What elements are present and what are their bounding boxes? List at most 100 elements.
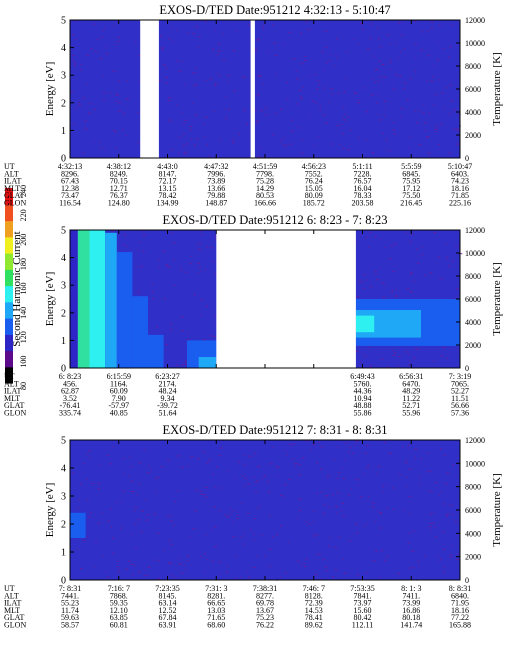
- noise-pixel: [445, 257, 449, 259]
- noise-pixel: [82, 540, 86, 541]
- panel-2: EXOS-D/TED Date:951212 6: 8:23 - 7: 8:23…: [4, 213, 503, 418]
- noise-pixel: [284, 572, 287, 574]
- noise-pixel: [388, 452, 391, 454]
- noise-pixel: [440, 123, 443, 124]
- noise-pixel: [335, 505, 338, 507]
- noise-pixel: [253, 476, 255, 478]
- noise-pixel: [173, 524, 175, 526]
- y2-tick-label: 8000: [465, 62, 481, 71]
- annotation-cell: 203.58: [352, 199, 374, 208]
- emission-band: [70, 230, 78, 368]
- noise-pixel: [365, 140, 367, 142]
- noise-pixel: [337, 447, 339, 449]
- colorbar-cell: [5, 204, 13, 222]
- noise-pixel: [383, 76, 385, 78]
- noise-pixel: [442, 47, 445, 49]
- annotation-cell: 78.42: [159, 191, 177, 200]
- noise-pixel: [198, 242, 202, 244]
- noise-pixel: [175, 576, 177, 578]
- noise-pixel: [383, 114, 386, 116]
- noise-pixel: [458, 468, 461, 469]
- noise-pixel: [71, 472, 74, 474]
- noise-pixel: [236, 518, 239, 519]
- annotation-row-label: ALT: [4, 379, 19, 388]
- noise-pixel: [313, 145, 316, 146]
- noise-pixel: [130, 491, 134, 493]
- noise-pixel: [161, 48, 164, 50]
- y2-tick-label: 12000: [465, 16, 485, 25]
- noise-pixel: [256, 39, 259, 41]
- data-gap: [140, 20, 159, 158]
- noise-pixel: [117, 21, 119, 23]
- noise-pixel: [324, 495, 328, 497]
- annotation-row-label: GLAT: [4, 401, 25, 410]
- noise-pixel: [89, 457, 91, 458]
- noise-pixel: [368, 496, 370, 498]
- annotation-cell: -39.72: [157, 401, 178, 410]
- noise-pixel: [324, 566, 328, 568]
- noise-pixel: [145, 498, 147, 500]
- colorbar-tick-label: 120: [19, 331, 28, 343]
- noise-pixel: [305, 21, 308, 23]
- noise-pixel: [451, 545, 453, 547]
- noise-pixel: [214, 235, 218, 237]
- noise-pixel: [338, 536, 340, 538]
- noise-pixel: [448, 113, 451, 115]
- noise-pixel: [459, 253, 463, 255]
- noise-pixel: [286, 454, 288, 456]
- noise-pixel: [206, 143, 208, 145]
- annotation-cell: 16.86: [402, 606, 420, 615]
- panel-title: EXOS-D/TED Date:951212 6: 8:23 - 7: 8:23: [163, 213, 388, 227]
- noise-pixel: [314, 74, 317, 76]
- noise-pixel: [213, 111, 215, 113]
- annotation-row-label: GLAT: [4, 191, 25, 200]
- noise-pixel: [395, 295, 398, 297]
- noise-pixel: [268, 51, 270, 53]
- y2-tick-label: 6000: [465, 295, 481, 304]
- annotation-cell: 8281.: [207, 591, 225, 600]
- noise-pixel: [347, 149, 350, 151]
- annotation-cell: 56.66: [451, 401, 469, 410]
- annotation-cell: 66.65: [207, 599, 225, 608]
- colorbar-cell: [5, 236, 13, 254]
- noise-pixel: [138, 462, 142, 464]
- y2-axis-label: Temperature [K]: [491, 262, 503, 335]
- annotation-cell: 7996.: [207, 169, 225, 178]
- noise-pixel: [246, 477, 247, 479]
- noise-pixel: [181, 112, 183, 114]
- annotation-cell: 11.22: [402, 394, 420, 403]
- noise-pixel: [442, 549, 446, 550]
- noise-pixel: [379, 267, 381, 269]
- y-tick-label: 3: [61, 281, 66, 292]
- noise-pixel: [254, 49, 257, 50]
- noise-pixel: [234, 476, 236, 478]
- annotation-cell: 73.89: [207, 177, 225, 186]
- noise-pixel: [365, 111, 369, 113]
- noise-pixel: [204, 21, 207, 23]
- noise-pixel: [204, 116, 208, 118]
- noise-pixel: [197, 248, 199, 250]
- annotation-cell: 44.36: [354, 387, 372, 396]
- annotation-cell: 7:38:31: [253, 584, 277, 593]
- noise-pixel: [365, 237, 368, 239]
- noise-pixel: [343, 572, 347, 574]
- y2-tick-label: 12000: [465, 226, 485, 235]
- noise-pixel: [214, 314, 216, 316]
- noise-pixel: [448, 56, 451, 58]
- noise-pixel: [426, 136, 429, 138]
- annotation-cell: 12.71: [110, 184, 128, 193]
- noise-pixel: [303, 55, 306, 57]
- noise-pixel: [316, 492, 319, 494]
- y-tick-label: 5: [61, 16, 66, 27]
- noise-pixel: [409, 77, 412, 79]
- noise-pixel: [163, 64, 167, 66]
- noise-pixel: [122, 472, 124, 474]
- noise-pixel: [428, 112, 431, 114]
- noise-pixel: [181, 61, 183, 63]
- noise-pixel: [197, 263, 201, 264]
- noise-pixel: [285, 450, 287, 452]
- noise-pixel: [190, 138, 193, 140]
- noise-pixel: [341, 502, 345, 504]
- noise-pixel: [240, 537, 243, 538]
- noise-pixel: [402, 446, 404, 448]
